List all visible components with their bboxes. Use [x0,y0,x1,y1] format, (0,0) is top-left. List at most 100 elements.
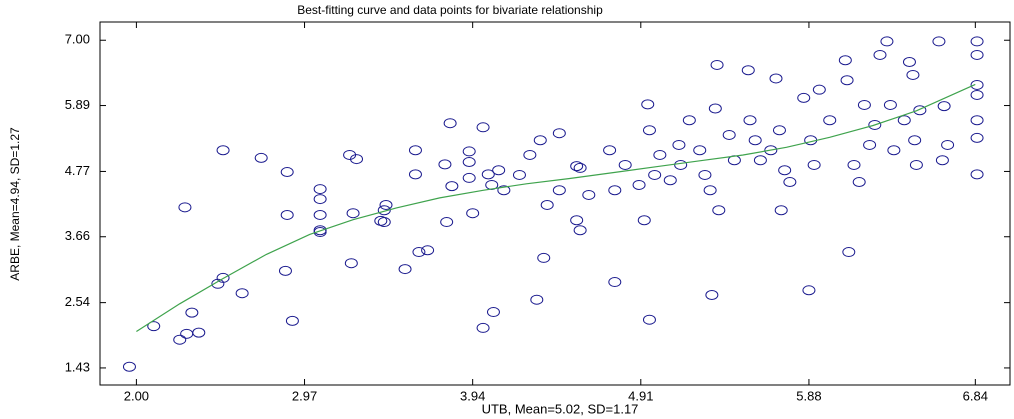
data-point [868,119,882,130]
data-point [570,161,584,172]
x-tick-label: 4.91 [628,388,653,403]
data-point [842,247,856,258]
data-point [708,103,722,114]
data-point [653,149,667,160]
x-tick-label: 2.00 [124,388,149,403]
data-point [710,59,724,70]
data-point [672,139,686,150]
data-point [552,185,566,196]
data-point [476,122,490,133]
data-point [970,115,984,126]
data-point [641,99,655,110]
data-point [847,159,861,170]
data-point [216,272,230,283]
data-point [783,177,797,188]
data-point [462,172,476,183]
data-point [909,159,923,170]
data-point [703,185,717,196]
data-point [935,155,949,166]
data-point [769,73,783,84]
data-point [743,115,757,126]
data-point [421,245,435,256]
data-point [741,65,755,76]
x-tick-label: 3.94 [460,388,485,403]
data-point [408,145,422,156]
x-tick-label: 6.84 [963,388,988,403]
data-point [377,205,391,216]
data-point [533,135,547,146]
data-point [512,169,526,180]
data-point [481,169,495,180]
data-point [178,202,192,213]
data-point [486,307,500,318]
data-point [618,159,632,170]
data-point [462,146,476,157]
data-point [408,169,422,180]
data-point [122,361,136,372]
data-point [722,129,736,140]
data-point [445,181,459,192]
data-point [812,84,826,95]
data-point [313,209,327,220]
data-point [705,289,719,300]
data-point [937,101,951,112]
data-point [970,169,984,180]
data-point [476,322,490,333]
data-point [764,145,778,156]
data-point [398,264,412,275]
data-point [802,285,816,296]
x-tick-label: 5.88 [796,388,821,403]
data-point [932,36,946,47]
data-point [350,154,364,165]
data-point [530,294,544,305]
data-point [663,175,677,186]
data-point [897,115,911,126]
data-point [377,217,391,228]
data-point [235,288,249,299]
data-point [906,69,920,80]
data-point [823,115,837,126]
data-point [863,139,877,150]
y-axis-label: ARBE, Mean=4.94, SD=1.27 [8,127,22,281]
data-point [941,139,955,150]
x-axis-label: UTB, Mean=5.02, SD=1.17 [482,401,639,416]
data-point [412,247,426,258]
data-point [254,152,268,163]
data-point [582,189,596,200]
data-point [642,314,656,325]
data-point [840,75,854,86]
plot-area [99,21,1011,386]
data-point [344,258,358,269]
data-point [462,157,476,168]
data-point [379,199,393,210]
data-point [192,327,206,338]
data-point [313,227,327,238]
data-point [698,169,712,180]
data-point [573,225,587,236]
data-point [492,165,506,176]
data-point [913,105,927,116]
data-point [280,167,294,178]
data-point [712,205,726,216]
data-point [774,205,788,216]
data-point [632,179,646,190]
data-point [603,145,617,156]
y-tick-label: 1.43 [65,359,90,374]
data-point [438,159,452,170]
data-point [970,89,984,100]
data-point [902,57,916,68]
y-tick-label: 3.66 [65,228,90,243]
y-tick-label: 2.54 [65,294,90,309]
data-point [838,55,852,66]
data-point [908,135,922,146]
data-point [753,155,767,166]
data-point [642,125,656,136]
y-tick-label: 5.89 [65,97,90,112]
data-point [637,215,651,226]
chart-title: Best-fitting curve and data points for b… [297,3,603,17]
data-point [466,208,480,219]
data-point [280,209,294,220]
data-point [540,199,554,210]
data-point [772,125,786,136]
